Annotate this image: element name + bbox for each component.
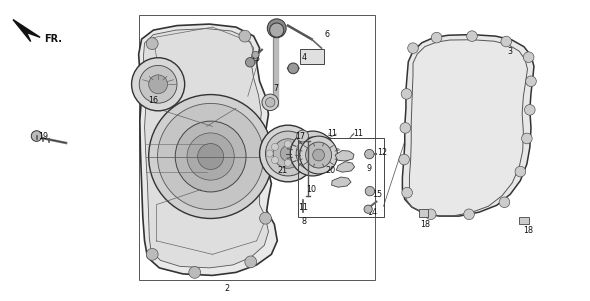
Text: 11: 11 <box>353 129 363 138</box>
Bar <box>298 138 384 217</box>
Circle shape <box>364 205 372 213</box>
Circle shape <box>260 125 316 182</box>
Polygon shape <box>335 150 354 161</box>
Bar <box>519 217 529 224</box>
Text: FR.: FR. <box>44 34 63 44</box>
Circle shape <box>149 75 168 94</box>
Circle shape <box>501 36 512 47</box>
Circle shape <box>158 104 264 209</box>
Circle shape <box>270 23 284 37</box>
Circle shape <box>187 133 234 180</box>
Circle shape <box>304 145 321 162</box>
Circle shape <box>175 121 246 192</box>
Circle shape <box>399 154 409 165</box>
Polygon shape <box>143 29 268 268</box>
Polygon shape <box>402 35 534 216</box>
Text: 9: 9 <box>345 154 349 163</box>
Text: 19: 19 <box>38 132 48 141</box>
Circle shape <box>297 130 309 142</box>
Circle shape <box>467 31 477 42</box>
Circle shape <box>464 209 474 220</box>
Circle shape <box>266 131 310 176</box>
Circle shape <box>297 157 304 164</box>
Circle shape <box>189 266 201 278</box>
Circle shape <box>425 209 436 220</box>
Circle shape <box>515 166 526 177</box>
Text: 3: 3 <box>508 47 513 56</box>
Circle shape <box>402 187 412 198</box>
Text: 14: 14 <box>368 208 377 217</box>
Circle shape <box>284 159 291 166</box>
Circle shape <box>198 144 224 169</box>
Text: 11: 11 <box>327 129 337 138</box>
Circle shape <box>290 131 335 176</box>
Circle shape <box>132 58 185 111</box>
Text: 8: 8 <box>301 217 306 226</box>
Circle shape <box>365 186 375 196</box>
Polygon shape <box>336 162 355 172</box>
Circle shape <box>245 57 255 67</box>
Text: 20: 20 <box>325 166 336 175</box>
Polygon shape <box>332 177 351 187</box>
Circle shape <box>526 76 536 87</box>
Circle shape <box>260 212 271 224</box>
Circle shape <box>288 63 299 74</box>
Text: 9: 9 <box>366 164 371 173</box>
Bar <box>419 209 428 217</box>
Text: 12: 12 <box>377 147 388 157</box>
Text: 18: 18 <box>523 226 533 235</box>
Circle shape <box>401 88 412 99</box>
Bar <box>139 15 375 280</box>
Text: 11: 11 <box>298 203 307 212</box>
Text: 17: 17 <box>294 132 305 141</box>
Text: 4: 4 <box>301 53 306 62</box>
Circle shape <box>139 65 177 103</box>
Circle shape <box>297 143 304 150</box>
Circle shape <box>146 248 158 260</box>
Text: 18: 18 <box>420 220 430 229</box>
Circle shape <box>252 51 259 58</box>
Text: 16: 16 <box>149 96 158 105</box>
Text: 2: 2 <box>225 284 230 293</box>
Circle shape <box>303 150 310 157</box>
Circle shape <box>146 38 158 50</box>
Circle shape <box>239 30 251 42</box>
Polygon shape <box>13 20 40 42</box>
Circle shape <box>408 43 418 54</box>
Circle shape <box>525 104 535 115</box>
Circle shape <box>306 142 332 168</box>
Circle shape <box>522 133 532 144</box>
Circle shape <box>499 197 510 208</box>
Circle shape <box>365 149 374 159</box>
Circle shape <box>296 137 329 170</box>
Text: 6: 6 <box>325 30 330 39</box>
Circle shape <box>266 98 275 107</box>
Text: 15: 15 <box>372 190 383 199</box>
Text: 9: 9 <box>336 178 340 187</box>
Text: 5: 5 <box>289 66 293 75</box>
Text: 21: 21 <box>277 166 287 175</box>
Circle shape <box>273 139 303 168</box>
Circle shape <box>31 131 42 141</box>
Circle shape <box>431 32 442 43</box>
Circle shape <box>400 123 411 133</box>
Circle shape <box>262 94 278 110</box>
Bar <box>300 49 324 64</box>
Circle shape <box>300 136 337 174</box>
Circle shape <box>271 143 278 150</box>
Circle shape <box>266 150 273 157</box>
Text: 13: 13 <box>250 54 260 63</box>
Text: 10: 10 <box>306 185 316 194</box>
Circle shape <box>523 52 534 63</box>
Circle shape <box>245 256 257 268</box>
Circle shape <box>149 95 273 219</box>
Circle shape <box>280 146 296 161</box>
Circle shape <box>313 149 324 161</box>
Ellipse shape <box>287 66 299 70</box>
Circle shape <box>271 157 278 164</box>
Text: 7: 7 <box>273 84 278 93</box>
Polygon shape <box>139 24 277 275</box>
Circle shape <box>267 19 286 38</box>
Circle shape <box>284 141 291 148</box>
